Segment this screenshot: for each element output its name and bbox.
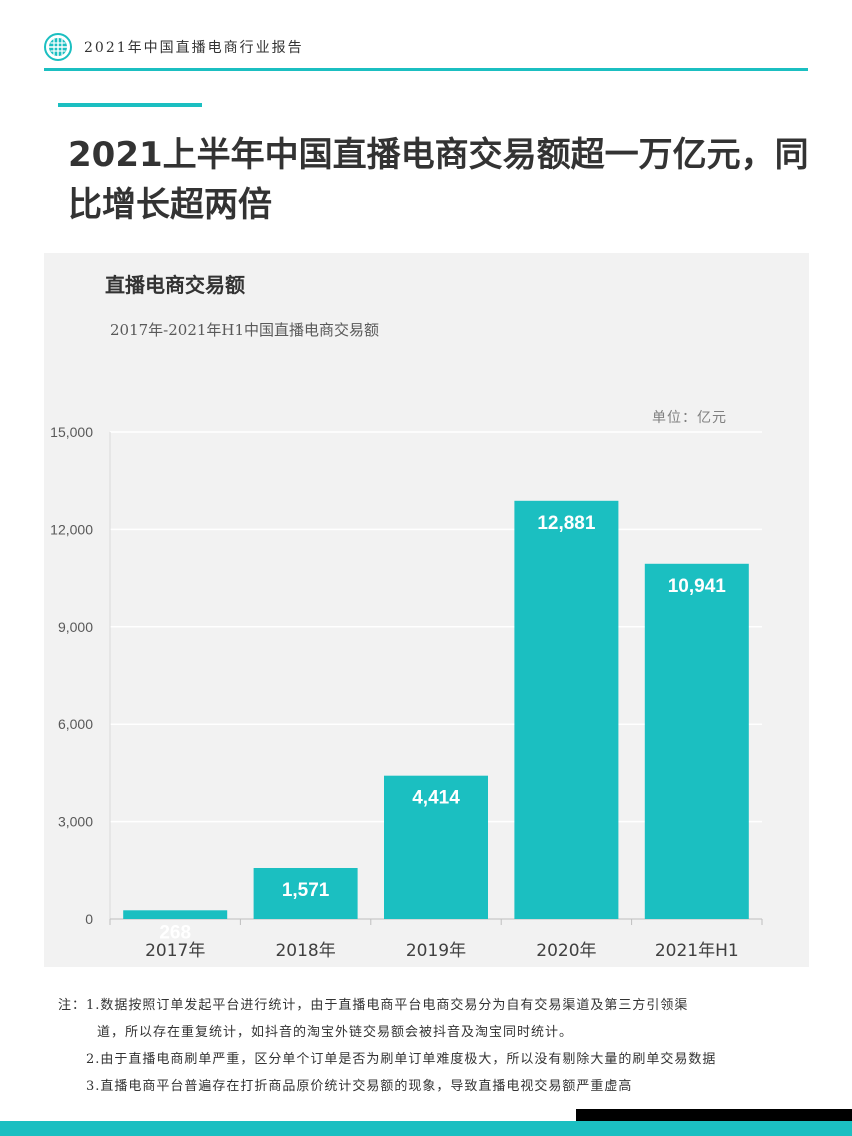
note-line-3: 2.由于直播电商刷单严重，区分单个订单是否为刷单订单难度极大，所以没有剔除大量的…: [86, 1052, 717, 1067]
chart-title: 直播电商交易额: [105, 273, 245, 297]
header-divider: [44, 68, 808, 71]
bar: [384, 775, 488, 919]
y-tick-label: 3,000: [58, 814, 93, 830]
note-line-2: 道，所以存在重复统计，如抖音的淘宝外链交易额会被抖音及淘宝同时统计。: [97, 1025, 574, 1040]
note-line-4: 3.直播电商平台普遍存在打折商品原价统计交易额的现象，导致直播电视交易额严重虚高: [86, 1079, 633, 1094]
unit-label: 单位：亿元: [652, 410, 727, 426]
note-line-1: 注：1.数据按照订单发起平台进行统计，由于直播电商平台电商交易分为自有交易渠道及…: [58, 998, 689, 1013]
bar-value-label: 4,414: [412, 788, 460, 809]
title-accent-bar: [58, 103, 202, 107]
x-tick-label: 2021年H1: [655, 941, 739, 961]
page-title: 2021上半年中国直播电商交易额超一万亿元，同比增长超两倍: [68, 135, 809, 225]
footer-bar: [0, 1121, 852, 1136]
bar-value-label: 1,571: [282, 880, 330, 901]
bar-value-label: 10,941: [668, 576, 727, 597]
x-tick-label: 2018年: [275, 941, 335, 961]
x-tick-label: 2019年: [406, 941, 466, 961]
x-tick-label: 2017年: [145, 941, 205, 961]
bar-value-label: 12,881: [537, 513, 596, 534]
bar: [123, 910, 228, 919]
report-header: 2021年中国直播电商行业报告: [44, 32, 808, 71]
y-tick-label: 6,000: [58, 716, 93, 732]
bar: [644, 563, 749, 919]
globe-icon: [44, 33, 72, 61]
footer-black-block: [576, 1109, 852, 1121]
bar: [253, 867, 358, 919]
bar: [514, 500, 619, 919]
y-tick-label: 0: [85, 911, 93, 927]
bar-value-label: 268: [159, 922, 191, 943]
chart-subtitle: 2017年-2021年H1中国直播电商交易额: [110, 321, 380, 339]
x-tick-label: 2020年: [536, 941, 596, 961]
y-tick-label: 15,000: [50, 424, 93, 440]
y-tick-label: 12,000: [50, 521, 93, 537]
header-title: 2021年中国直播电商行业报告: [84, 40, 304, 56]
notes-section: 注：1.数据按照订单发起平台进行统计，由于直播电商平台电商交易分为自有交易渠道及…: [58, 992, 818, 1100]
y-tick-label: 9,000: [58, 619, 93, 635]
